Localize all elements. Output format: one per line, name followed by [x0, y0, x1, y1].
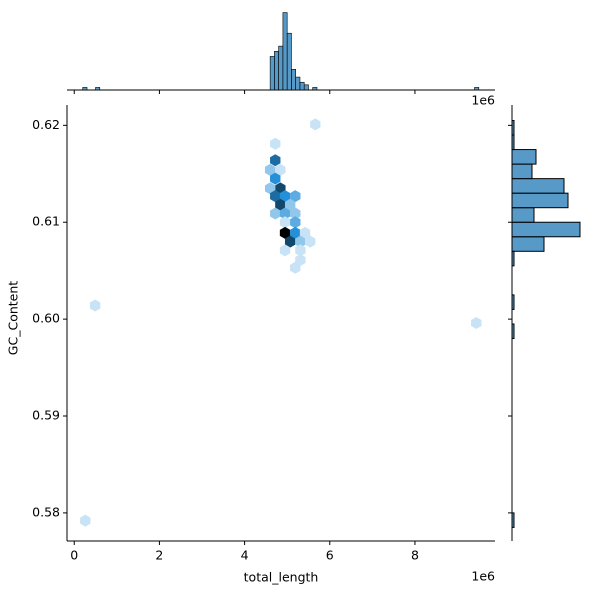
hexbin [295, 244, 306, 257]
right-hist-bar [511, 236, 545, 252]
hexbin [270, 172, 281, 185]
right-hist-bar [511, 134, 515, 151]
hexbin [471, 317, 482, 329]
hexbin [290, 216, 301, 229]
hexbin [295, 235, 306, 248]
hexbin [264, 163, 276, 176]
hexbin [290, 190, 301, 203]
right-hist-bar [511, 250, 515, 267]
right-hist-bar [511, 192, 569, 209]
top-hist-bar [291, 69, 296, 91]
y-axis-label: GC_Content [6, 281, 21, 355]
right-hist-bar [511, 207, 535, 223]
hexbin [270, 137, 281, 150]
top-hist-bar [82, 87, 88, 91]
hexbin [290, 207, 301, 220]
y-tick-label: 0.62 [32, 117, 60, 132]
hexbin [290, 261, 301, 274]
top-hist-bar [95, 87, 101, 91]
x-tick-label: 4 [241, 548, 249, 563]
hexbin [80, 514, 91, 527]
right-hist-bar [511, 149, 537, 165]
top-hist-bar [312, 87, 318, 91]
top-hist-bar [274, 50, 279, 91]
top-hist-bar [278, 45, 284, 91]
right-hist-bar [511, 294, 515, 310]
right-hist-bar [511, 512, 515, 528]
right-hist-bar [511, 163, 533, 180]
top-hist-bar [474, 87, 480, 91]
y-tick-label: 0.61 [32, 214, 60, 229]
hexbin [290, 226, 301, 239]
x-tick-label: 2 [155, 548, 163, 563]
hexbin [295, 254, 306, 267]
hexbin [299, 226, 311, 239]
x-offset-label: 1e6 [471, 569, 495, 584]
right-hist-bar [511, 323, 515, 340]
x-axis-label: total_length [244, 570, 319, 585]
right-hist-bar [511, 178, 565, 194]
hexbin [270, 154, 281, 167]
hexbin [89, 299, 101, 312]
hexbin [279, 216, 291, 229]
y-tick-label: 0.58 [32, 504, 60, 519]
top-hist-bar [286, 32, 292, 91]
hexbin [279, 207, 291, 220]
right-hist-bar [511, 221, 581, 238]
top-hist-bar [299, 81, 305, 91]
hexbin [279, 244, 291, 257]
hexbin [279, 226, 291, 239]
hexbin [264, 182, 276, 195]
x-tick-label: 0 [70, 548, 78, 563]
hexbin [284, 198, 296, 211]
hexbin [284, 235, 296, 248]
y-tick-label: 0.60 [32, 311, 60, 326]
top-hist-bar [269, 56, 275, 91]
top-hist-bar [295, 76, 301, 91]
hexbin [270, 207, 281, 220]
right-hist-bar [511, 120, 515, 136]
hexbin [304, 235, 316, 248]
hexbin [275, 198, 286, 211]
hexbin [310, 118, 321, 131]
hexbin [270, 190, 281, 203]
x-tick-label: 8 [411, 548, 419, 563]
hexbin [279, 190, 291, 203]
y-tick-label: 0.59 [32, 408, 60, 423]
hexbin [275, 163, 286, 176]
x-tick-label: 6 [326, 548, 334, 563]
top-hist-bar [282, 12, 288, 91]
top-hist-bar [303, 84, 309, 91]
top-offset-label: 1e6 [471, 93, 495, 108]
